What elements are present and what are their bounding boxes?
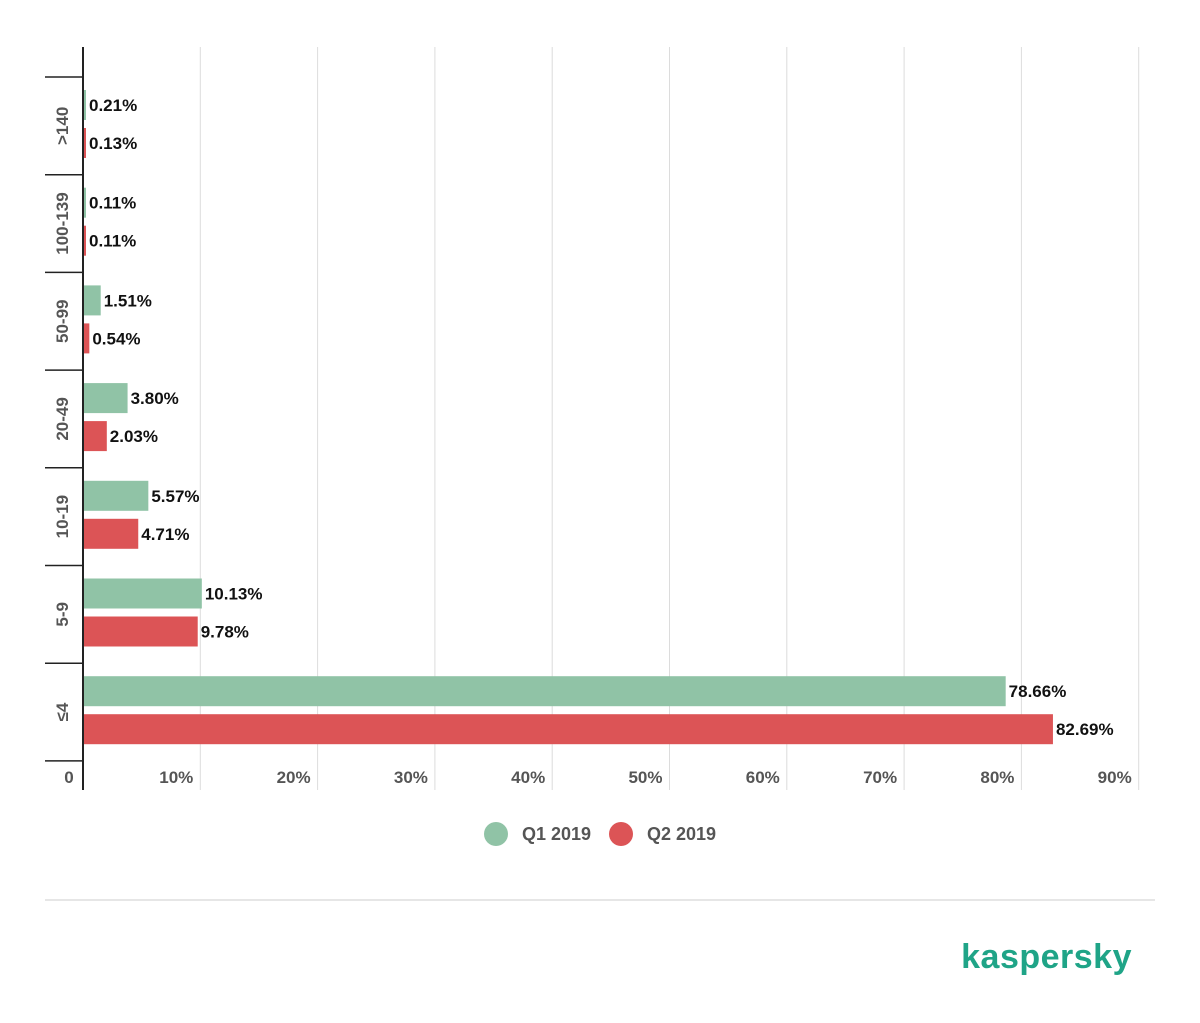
kaspersky-logo: kaspersky (961, 938, 1132, 976)
x-tick-label-20: 20% (277, 768, 311, 787)
bar-q1-5 (83, 578, 202, 609)
data-label-q1-4: 5.57% (151, 487, 199, 506)
x-tick-label-50: 50% (628, 768, 662, 787)
legend-label-q2: Q2 2019 (647, 823, 717, 844)
bar-q1-0 (83, 90, 86, 120)
bar-q1-1 (83, 187, 86, 218)
legend-label-q1: Q1 2019 (521, 823, 591, 844)
x-tick-label-10: 10% (159, 768, 193, 787)
data-label-q2-5: 9.78% (201, 623, 249, 642)
data-label-q1-6: 78.66% (1009, 682, 1067, 701)
data-label-q2-0: 0.13% (89, 134, 137, 153)
category-label-2: 50-99 (53, 300, 72, 343)
x-tick-label-90: 90% (1098, 768, 1132, 787)
bar-q2-4 (83, 518, 139, 549)
data-label-q1-3: 3.80% (131, 389, 179, 408)
footer-divider (45, 899, 1155, 901)
bar-q1-2 (83, 285, 101, 316)
data-label-q2-1: 0.11% (89, 232, 136, 251)
data-label-q1-2: 1.51% (104, 291, 152, 310)
bar-q2-0 (83, 128, 86, 158)
bar-q1-6 (83, 676, 1006, 707)
category-label-0: >140 (53, 107, 72, 145)
x-tick-label-0: 0 (64, 768, 73, 787)
data-label-q2-4: 4.71% (141, 525, 189, 544)
x-tick-label-30: 30% (394, 768, 428, 787)
data-label-q2-6: 82.69% (1056, 720, 1114, 739)
data-label-q1-5: 10.13% (205, 585, 263, 604)
x-tick-label-40: 40% (511, 768, 545, 787)
category-label-4: 10-19 (53, 495, 72, 538)
legend: Q1 2019 Q2 2019 (0, 822, 1200, 846)
data-label-q2-2: 0.54% (92, 329, 140, 348)
bar-q1-3 (83, 383, 128, 414)
bar-q2-5 (83, 616, 198, 647)
category-label-1: 100-139 (53, 192, 72, 254)
category-label-5: 5-9 (53, 602, 72, 627)
legend-marker-q2 (609, 822, 633, 846)
legend-marker-q1 (483, 822, 508, 846)
bar-q2-6 (83, 714, 1053, 745)
category-label-6: ≤4 (53, 702, 72, 721)
bar-q2-3 (83, 421, 107, 452)
bar-q1-4 (83, 480, 149, 511)
legend-item-q1: Q1 2019 (483, 822, 591, 846)
data-label-q1-0: 0.21% (89, 96, 137, 115)
x-tick-label-80: 80% (980, 768, 1014, 787)
data-label-q1-1: 0.11% (89, 194, 136, 213)
bar-chart: 0.21% 0.13% >140 0.11% 0.11% 100-139 1.51% 0.54… (45, 47, 1140, 790)
bar-q2-2 (83, 323, 90, 354)
category-label-3: 20-49 (53, 397, 72, 440)
x-tick-label-60: 60% (746, 768, 780, 787)
data-label-q2-3: 2.03% (110, 427, 158, 446)
bar-q2-1 (83, 225, 86, 256)
x-tick-label-70: 70% (863, 768, 897, 787)
legend-item-q2: Q2 2019 (609, 822, 716, 846)
